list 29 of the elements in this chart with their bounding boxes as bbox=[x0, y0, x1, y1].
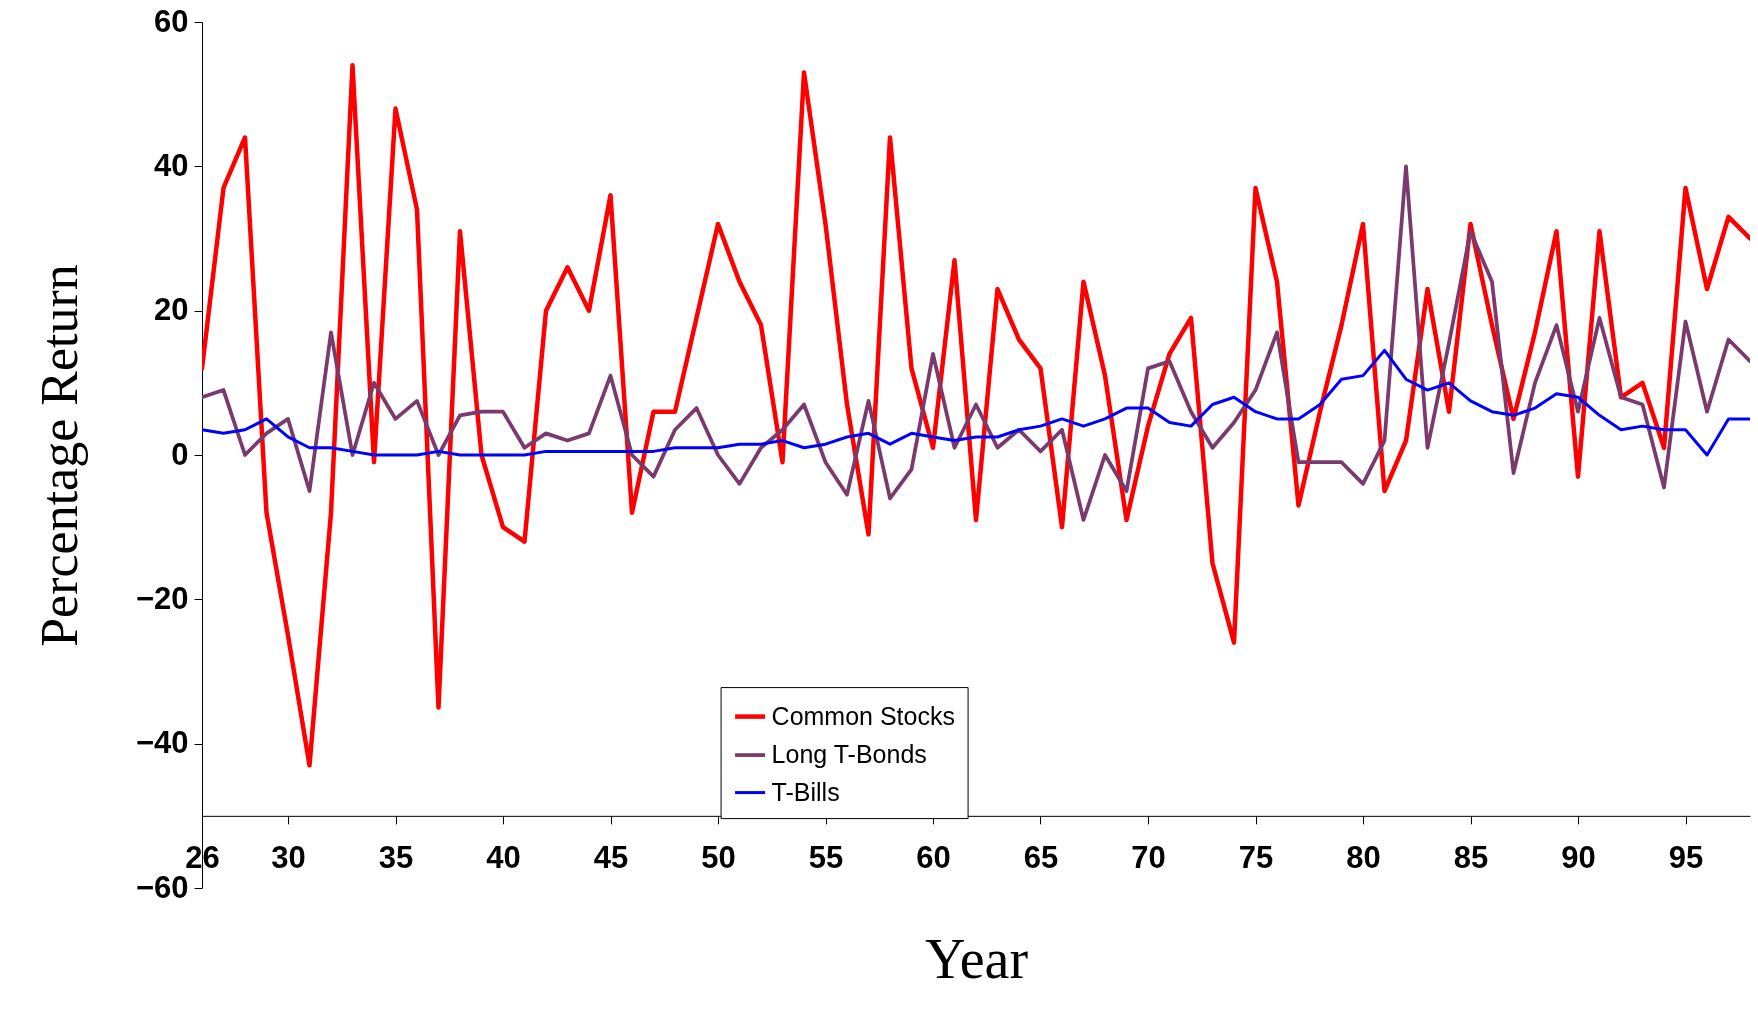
x-tick-label: 95 bbox=[1668, 840, 1704, 876]
x-tick-label: 85 bbox=[1453, 840, 1489, 876]
line-series bbox=[202, 63, 1750, 768]
line-series bbox=[202, 348, 1750, 457]
x-tick-label: 65 bbox=[1023, 840, 1059, 876]
x-tick-label: 45 bbox=[593, 840, 629, 876]
x-tick-label: 80 bbox=[1346, 840, 1381, 876]
x-tick-label: 50 bbox=[701, 840, 736, 876]
y-tick-label: 40 bbox=[154, 147, 189, 183]
legend-label: Long T-Bonds bbox=[771, 740, 927, 769]
legend-label: Common Stocks bbox=[771, 701, 955, 730]
x-tick-label: 35 bbox=[378, 840, 414, 876]
x-tick-label: 30 bbox=[271, 840, 306, 876]
x-tick-label: 55 bbox=[808, 840, 844, 876]
line-series bbox=[202, 164, 1750, 522]
y-tick-label: 0 bbox=[171, 436, 189, 472]
y-tick-label: 20 bbox=[154, 292, 189, 328]
y-tick-label: 60 bbox=[154, 3, 189, 39]
x-axis-title: Year bbox=[924, 928, 1029, 991]
y-axis-title: Percentage Return bbox=[30, 264, 88, 647]
x-tick-label: 60 bbox=[916, 840, 951, 876]
x-tick-label: 40 bbox=[486, 840, 521, 876]
x-tick-label: 70 bbox=[1131, 840, 1166, 876]
x-tick-label: 90 bbox=[1561, 840, 1596, 876]
legend-label: T-Bills bbox=[771, 777, 840, 806]
y-tick-label: −40 bbox=[135, 725, 189, 761]
y-tick-label: −20 bbox=[135, 580, 189, 616]
x-tick-label: 75 bbox=[1238, 840, 1274, 876]
y-tick-label: −60 bbox=[135, 869, 189, 905]
